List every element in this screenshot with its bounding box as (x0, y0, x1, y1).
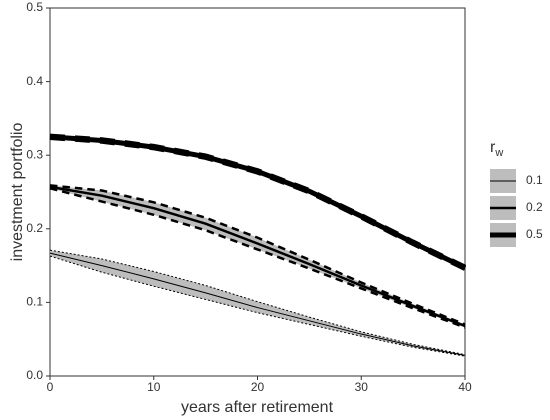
y-tick-label: 0.1 (26, 295, 43, 309)
y-tick-label: 0.4 (26, 74, 43, 88)
x-tick-label: 20 (251, 380, 265, 394)
y-axis-label: investment portfolio (9, 123, 26, 262)
y-tick-label: 0.5 (26, 0, 43, 14)
y-tick-label: 0.2 (26, 221, 43, 235)
y-tick-label: 0.3 (26, 147, 43, 161)
legend-label: 0.1 (526, 173, 543, 187)
plot-border (49, 7, 466, 377)
bound-line (49, 187, 466, 329)
x-tick-label: 10 (147, 380, 161, 394)
series-line (49, 185, 466, 328)
bound-line (49, 255, 466, 357)
x-axis-label: years after retirement (181, 399, 334, 416)
legend-title-main: r (490, 139, 496, 156)
x-tick-label: 0 (47, 380, 54, 394)
x-tick-label: 40 (458, 380, 472, 394)
y-tick-label: 0.0 (26, 368, 43, 382)
x-tick-label: 30 (355, 380, 369, 394)
bound-line (49, 249, 466, 356)
series-line (49, 252, 466, 356)
confidence-band (50, 250, 465, 357)
legend-title-sub: w (494, 147, 503, 159)
legend-label: 0.2 (526, 200, 543, 214)
legend-label: 0.5 (526, 227, 543, 241)
series-line (49, 134, 467, 271)
bound-line (49, 184, 466, 326)
legend-title: rw (490, 139, 503, 159)
